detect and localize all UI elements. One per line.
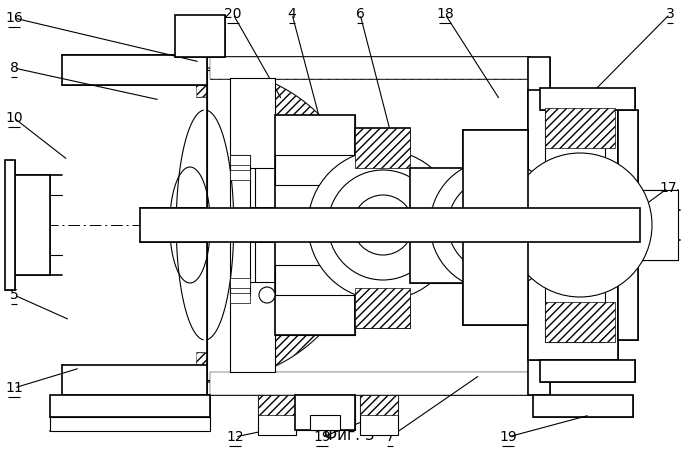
Bar: [528, 57, 550, 395]
Text: 4: 4: [287, 7, 296, 21]
Bar: [275, 115, 300, 335]
Bar: [230, 282, 275, 372]
Text: 12: 12: [226, 430, 244, 444]
Bar: [8, 175, 50, 275]
Bar: [545, 302, 615, 342]
Circle shape: [430, 160, 560, 290]
Bar: [258, 395, 296, 415]
Bar: [638, 190, 678, 260]
Bar: [210, 372, 528, 395]
Bar: [410, 168, 465, 283]
Bar: [62, 365, 207, 395]
Bar: [210, 372, 528, 395]
Bar: [330, 115, 355, 335]
Circle shape: [508, 153, 652, 297]
Text: 19: 19: [499, 430, 517, 444]
Bar: [355, 128, 410, 328]
Bar: [533, 395, 633, 417]
Bar: [528, 90, 618, 360]
Bar: [295, 395, 355, 430]
Bar: [410, 168, 430, 283]
Text: 18: 18: [436, 7, 454, 21]
Bar: [258, 395, 296, 435]
Bar: [175, 15, 225, 57]
Bar: [618, 110, 638, 340]
Bar: [355, 288, 410, 328]
Bar: [540, 88, 635, 110]
Bar: [207, 70, 232, 380]
Bar: [540, 88, 635, 110]
Text: Фиг. 3: Фиг. 3: [324, 428, 374, 443]
Bar: [355, 128, 410, 328]
Bar: [545, 108, 605, 342]
Bar: [540, 360, 635, 382]
Bar: [5, 160, 15, 290]
Bar: [230, 78, 275, 168]
Bar: [230, 282, 275, 372]
Bar: [230, 78, 275, 168]
Bar: [230, 155, 250, 295]
Bar: [540, 360, 635, 382]
Bar: [445, 168, 465, 283]
Bar: [50, 395, 210, 417]
Bar: [8, 175, 50, 275]
Text: 6: 6: [356, 7, 364, 21]
Bar: [463, 130, 528, 325]
Text: 8: 8: [10, 61, 18, 75]
Bar: [175, 15, 225, 57]
Text: 20: 20: [224, 7, 242, 21]
Text: 11: 11: [5, 381, 23, 395]
Circle shape: [308, 150, 458, 300]
Circle shape: [448, 178, 542, 272]
Bar: [230, 170, 250, 180]
Bar: [295, 395, 355, 430]
Bar: [295, 395, 355, 415]
Bar: [275, 115, 355, 335]
Bar: [62, 55, 207, 85]
Bar: [545, 108, 615, 148]
Text: 17: 17: [659, 181, 677, 195]
Bar: [210, 57, 528, 79]
Bar: [275, 155, 355, 185]
Bar: [463, 290, 528, 325]
Bar: [275, 265, 355, 295]
Bar: [360, 395, 398, 415]
Text: 7: 7: [386, 430, 394, 444]
Bar: [230, 278, 250, 288]
Bar: [207, 70, 232, 380]
Bar: [62, 55, 207, 85]
Bar: [230, 293, 250, 303]
Circle shape: [328, 170, 438, 280]
Bar: [410, 168, 465, 283]
Bar: [50, 417, 210, 431]
Text: 5: 5: [10, 288, 18, 302]
Bar: [5, 160, 15, 290]
Text: 16: 16: [5, 11, 23, 25]
Bar: [528, 57, 550, 395]
Circle shape: [353, 195, 413, 255]
Text: 3: 3: [665, 7, 675, 21]
Bar: [50, 395, 210, 417]
Bar: [463, 130, 528, 165]
Circle shape: [259, 287, 275, 303]
Bar: [528, 90, 618, 360]
Bar: [463, 130, 528, 325]
Bar: [230, 155, 250, 165]
Bar: [360, 395, 398, 435]
Text: 10: 10: [5, 111, 23, 125]
Bar: [140, 208, 640, 242]
Bar: [275, 115, 355, 335]
Bar: [618, 110, 638, 340]
Bar: [533, 395, 633, 417]
Bar: [463, 130, 528, 325]
Bar: [230, 155, 250, 295]
Polygon shape: [195, 68, 365, 382]
Bar: [355, 128, 410, 168]
Text: 19: 19: [313, 430, 331, 444]
Bar: [310, 415, 340, 430]
Bar: [210, 57, 528, 79]
Bar: [62, 365, 207, 395]
